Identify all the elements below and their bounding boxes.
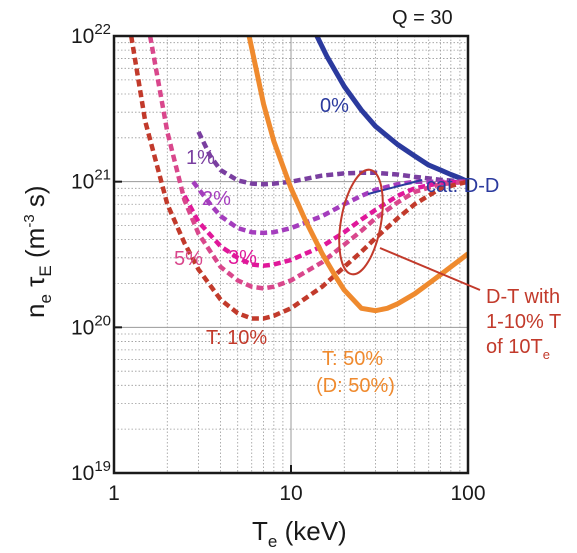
label-of-10te: of 10Te bbox=[486, 336, 550, 362]
q-label: Q = 30 bbox=[392, 7, 453, 29]
x-tick-label: 10 bbox=[279, 482, 302, 505]
x-axis-title-main: T bbox=[252, 516, 268, 546]
y-tick-label: 1022 bbox=[71, 21, 111, 48]
y-axis-title-n-sub: e bbox=[36, 294, 55, 303]
y-tick-label-exp: 21 bbox=[94, 167, 111, 184]
y-axis-title-tau-sub: E bbox=[36, 265, 55, 276]
label-cat-dd: cat. D-D bbox=[426, 175, 499, 197]
y-tick-label-exp: 22 bbox=[94, 21, 111, 38]
label-t10pct: T: 10% bbox=[206, 327, 267, 349]
x-tick-label: 1 bbox=[108, 482, 120, 505]
y-tick-label-exp: 20 bbox=[94, 312, 111, 329]
y-tick-label: 1019 bbox=[71, 458, 111, 485]
y-axis-title-tau: τ bbox=[20, 276, 50, 294]
dt-ellipse bbox=[332, 166, 390, 277]
label-dt-with: D-T with bbox=[486, 286, 560, 308]
y-tick-label: 1020 bbox=[71, 312, 111, 339]
label-5pct: 5% bbox=[174, 248, 203, 270]
y-axis-title-unit-close: s) bbox=[20, 185, 50, 214]
label-of-10te-main: of 10T bbox=[486, 336, 543, 358]
y-axis-title-unit-sup: -3 bbox=[21, 214, 38, 227]
series-line-7 bbox=[249, 36, 468, 311]
y-tick-label: 1021 bbox=[71, 167, 111, 194]
x-tick-label: 100 bbox=[450, 482, 485, 505]
label-0pct: 0% bbox=[320, 95, 349, 117]
y-tick-label-base: 10 bbox=[71, 316, 94, 339]
label-1pct: 1% bbox=[186, 147, 215, 169]
label-t50pct: T: 50% bbox=[322, 348, 383, 370]
y-tick-label-exp: 19 bbox=[94, 458, 111, 475]
label-d50pct: (D: 50%) bbox=[316, 375, 395, 397]
y-tick-label-base: 10 bbox=[71, 462, 94, 485]
y-axis-title-n: n bbox=[20, 304, 50, 318]
x-axis-title-rest: (keV) bbox=[277, 516, 346, 546]
y-axis-title-unit-open: (m bbox=[20, 228, 50, 266]
label-of-10te-sub: e bbox=[543, 347, 550, 362]
label-3pct: 3% bbox=[228, 247, 257, 269]
y-tick-label-base: 10 bbox=[71, 25, 94, 48]
label-1-10pct-t: 1-10% T bbox=[486, 311, 561, 333]
label-2pct: 2% bbox=[202, 188, 231, 210]
series-layer bbox=[131, 36, 468, 319]
x-axis-title-sub: e bbox=[268, 532, 277, 551]
y-axis-title: ne τE (m-3 s) bbox=[20, 185, 55, 318]
grid bbox=[114, 36, 468, 473]
y-tick-label-base: 10 bbox=[71, 171, 94, 194]
x-axis-title: Te (keV) bbox=[252, 516, 347, 551]
